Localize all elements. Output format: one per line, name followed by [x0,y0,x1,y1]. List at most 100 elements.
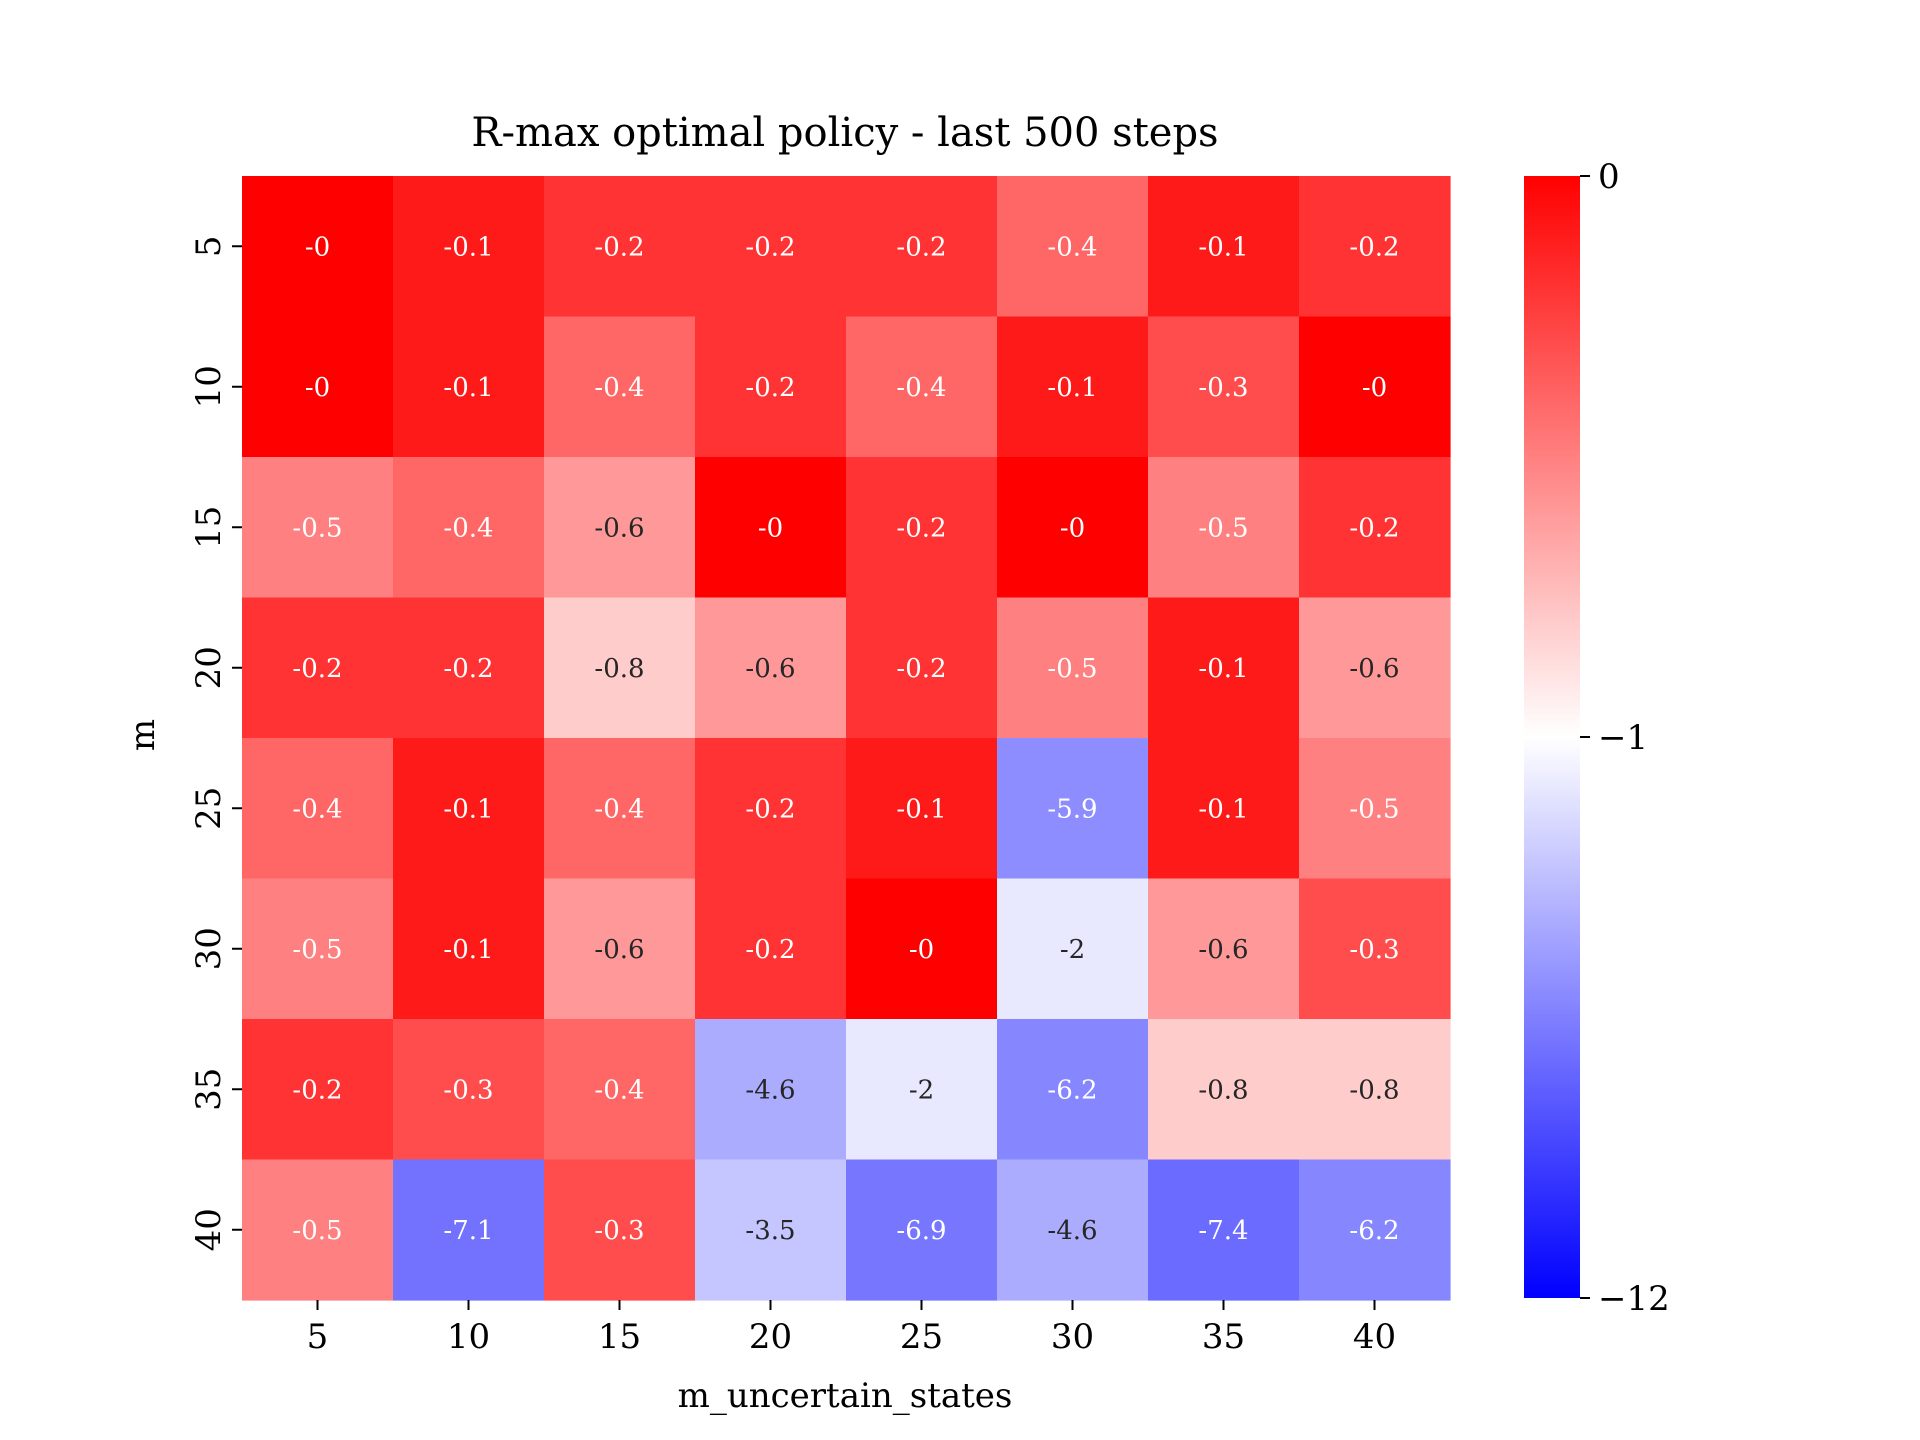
heatmap-cell [393,1019,545,1161]
heatmap-cell-label: -0.1 [1047,373,1097,403]
heatmap-cell-label: -0.2 [745,794,795,824]
heatmap-cell [393,878,545,1020]
heatmap-cell [393,316,545,458]
heatmap-cell-label: -4.6 [1047,1216,1097,1246]
heatmap-cells [242,176,1451,1301]
x-tick-label: 10 [447,1317,490,1357]
heatmap-cell-label: -0 [758,513,783,543]
heatmap-cell-label: -6.2 [1349,1216,1399,1246]
heatmap-cell-label: -0.1 [443,232,493,262]
heatmap-cell [242,1159,394,1301]
heatmap-cell [695,738,847,880]
heatmap-cell [1148,738,1300,880]
heatmap-cell [1148,457,1300,599]
y-tick-label: 25 [189,787,229,830]
heatmap-cell-label: -0.4 [292,794,342,824]
x-tick-label: 25 [900,1317,943,1357]
y-tick-label: 10 [189,365,229,408]
heatmap-cell [846,457,998,599]
heatmap-cell [997,1159,1149,1301]
x-tick-label: 5 [307,1317,329,1357]
heatmap-cell-label: -0.3 [443,1075,493,1105]
heatmap-cell [1148,1159,1300,1301]
heatmap-cell [1148,878,1300,1020]
heatmap-cell [544,1019,696,1161]
x-tick-label: 35 [1202,1317,1245,1357]
heatmap-cell [1299,597,1451,739]
y-tick-label: 30 [189,927,229,970]
heatmap-cell-label: -3.5 [745,1216,795,1246]
heatmap-cell-label: -0.3 [594,1216,644,1246]
heatmap-cell [393,176,545,318]
heatmap-cell [1299,316,1451,458]
y-tick-label: 20 [189,646,229,689]
heatmap-cell [997,878,1149,1020]
heatmap-cell-label: -0.4 [594,373,644,403]
heatmap-cell-label: -0.1 [1198,794,1248,824]
heatmap-cell [695,597,847,739]
heatmap-cell-label: -0.6 [1198,935,1248,965]
heatmap-cell-label: -0.8 [1349,1075,1399,1105]
heatmap-cell [846,1159,998,1301]
heatmap-cell [242,316,394,458]
heatmap-cell [393,457,545,599]
heatmap-cell-label: -0 [305,373,330,403]
heatmap-cell [1299,1019,1451,1161]
heatmap-cell [695,1019,847,1161]
heatmap-cell [846,738,998,880]
heatmap-cell-label: -0.2 [594,232,644,262]
heatmap-cell [846,878,998,1020]
heatmap-cell [997,457,1149,599]
x-axis-ticks: 5 10 15 20 25 30 35 40 [307,1300,1396,1357]
heatmap-cell [1148,316,1300,458]
heatmap-cell [1148,597,1300,739]
heatmap-cell-label: -0.2 [1349,232,1399,262]
heatmap-cell-label: -5.9 [1047,794,1097,824]
heatmap-cell [1299,738,1451,880]
heatmap-cell-label: -0.2 [745,232,795,262]
heatmap-cell-label: -0.4 [594,1075,644,1105]
heatmap-cell [695,878,847,1020]
heatmap-cell-label: -0.2 [443,654,493,684]
heatmap-cell-label: -0 [305,232,330,262]
heatmap-cell-label: -0.4 [1047,232,1097,262]
heatmap-cell-label: -0.6 [594,935,644,965]
heatmap-cell-label: -0.6 [745,654,795,684]
heatmap-cell [997,1019,1149,1161]
heatmap-cell [242,597,394,739]
heatmap-cell [846,1019,998,1161]
heatmap-cell-label: -0.5 [292,1216,342,1246]
heatmap-cell-label: -0.6 [1349,654,1399,684]
heatmap-cell [544,176,696,318]
x-tick-label: 40 [1353,1317,1396,1357]
heatmap-cell-label: -0.2 [292,654,342,684]
heatmap-cell [1148,1019,1300,1161]
heatmap-cell-label: -0.3 [1198,373,1248,403]
heatmap-cell-label: -0 [1362,373,1387,403]
heatmap-cell [544,316,696,458]
heatmap-cell-label: -0.5 [292,935,342,965]
heatmap-cell [242,1019,394,1161]
heatmap-cell-label: -0.4 [896,373,946,403]
heatmap-cell [997,176,1149,318]
heatmap-cell-label: -0 [1060,513,1085,543]
heatmap-cell-label: -0 [909,935,934,965]
heatmap-cell [544,1159,696,1301]
x-tick-label: 20 [749,1317,792,1357]
heatmap-cell-label: -4.6 [745,1075,795,1105]
colorbar-tick-label: −1 [1598,718,1648,758]
heatmap-cell [1299,878,1451,1020]
heatmap-cell [544,878,696,1020]
heatmap-cell [1299,1159,1451,1301]
heatmap-cell-label: -0.1 [1198,654,1248,684]
heatmap-cell-label: -0.1 [443,794,493,824]
heatmap-cell [1148,176,1300,318]
colorbar [1524,176,1580,1298]
heatmap-cell-label: -7.1 [443,1216,493,1246]
heatmap-cell [242,738,394,880]
x-axis-label: m_uncertain_states [678,1376,1013,1416]
heatmap-cell-label: -0.1 [443,935,493,965]
heatmap-cell-label: -2 [1060,935,1085,965]
heatmap-cell [846,597,998,739]
heatmap-cell-label: -0.1 [443,373,493,403]
